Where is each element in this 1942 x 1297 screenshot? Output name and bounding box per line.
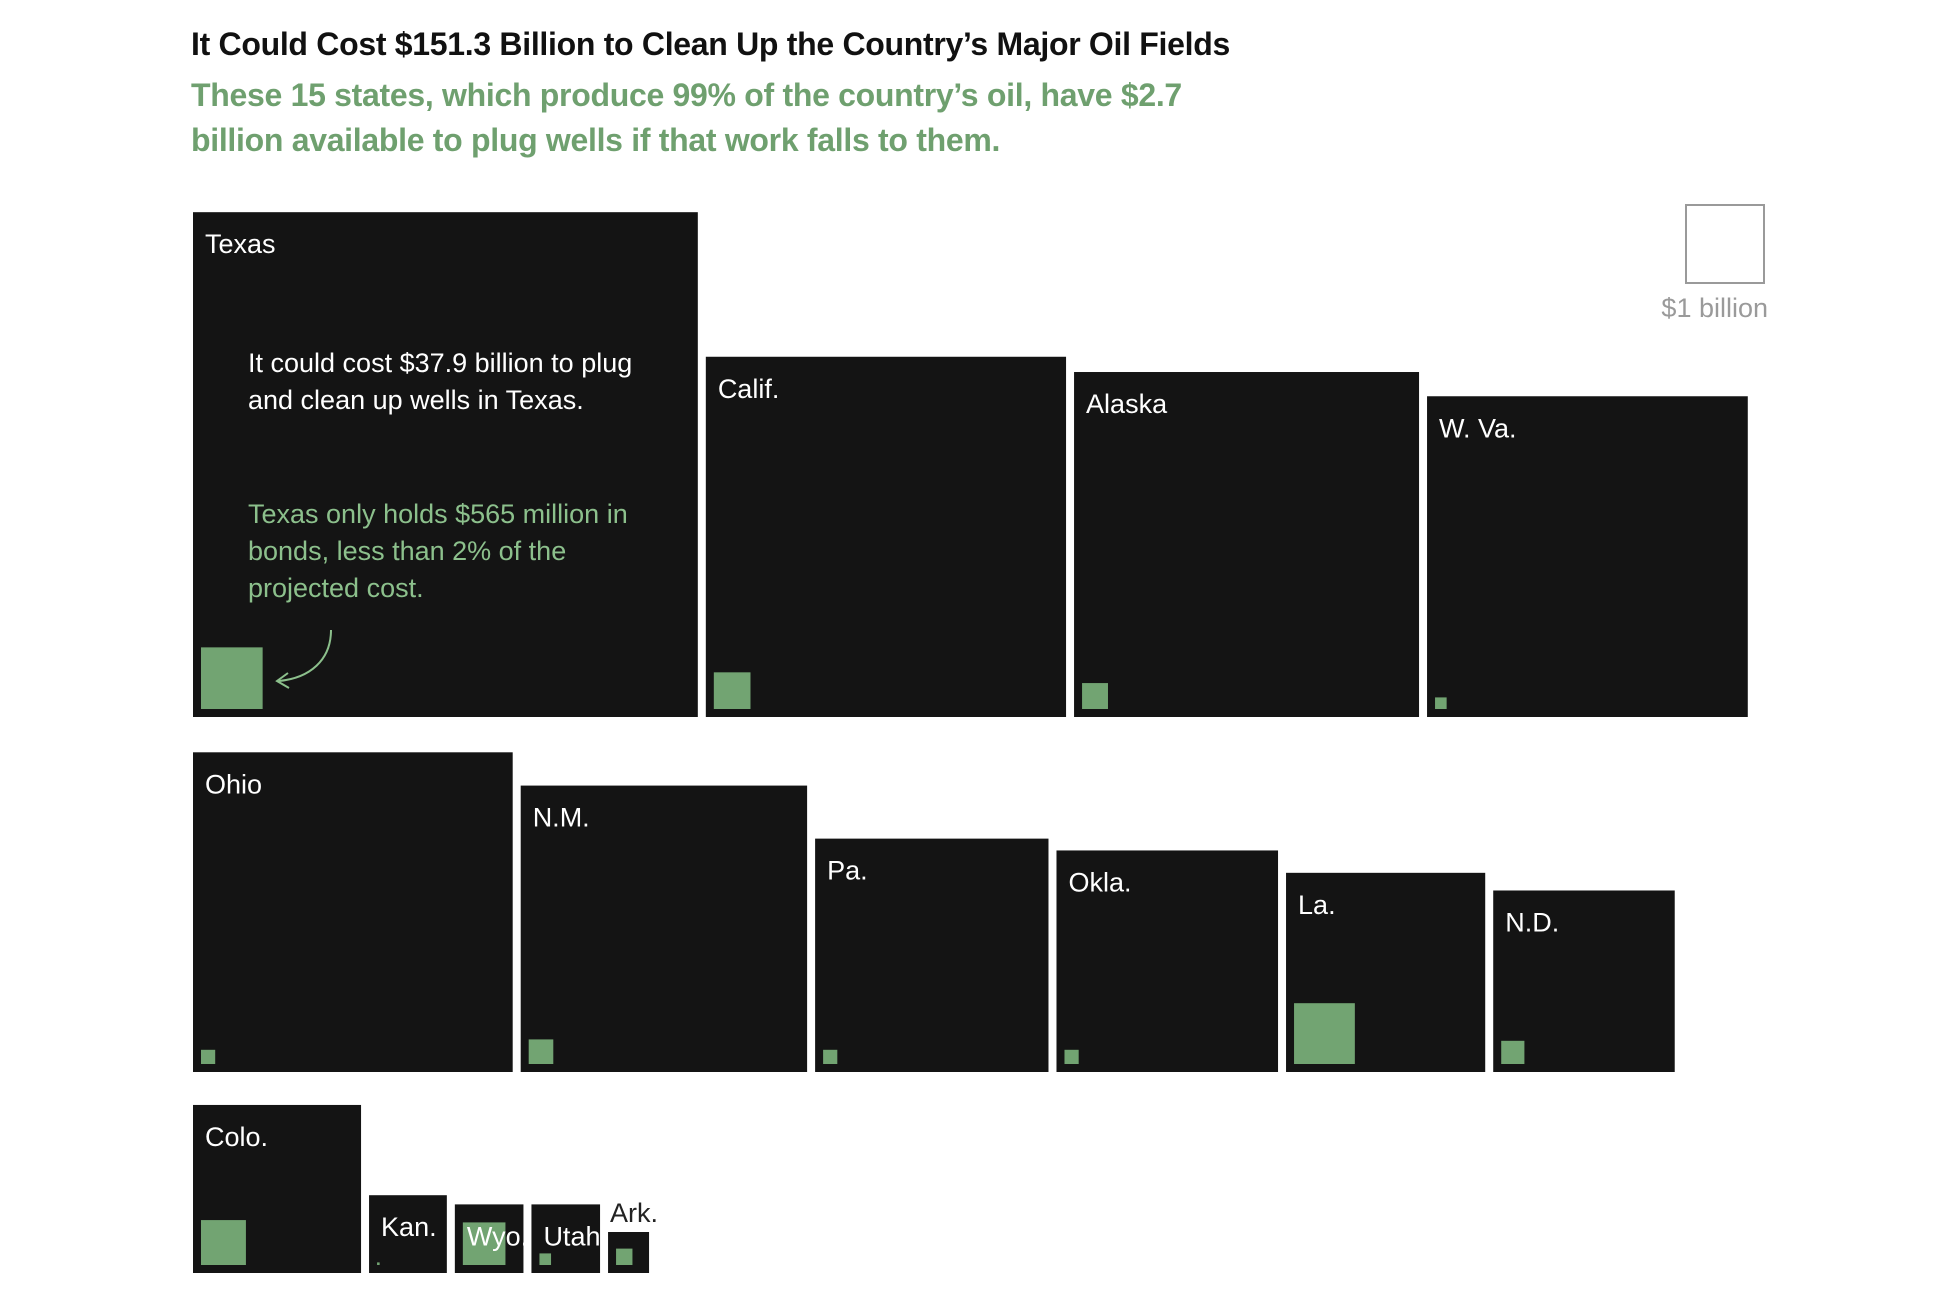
cost-square-kan (369, 1195, 447, 1273)
bond-square-la (1294, 1003, 1355, 1064)
annotation-arrowhead (275, 672, 290, 689)
bond-square-utah (539, 1253, 552, 1265)
texas-cost-annotation: It could cost $37.9 billion to plug and … (248, 348, 633, 415)
cost-square-ohio (193, 752, 513, 1072)
state-label-la: La. (1298, 890, 1336, 920)
bond-square-kan (377, 1262, 380, 1265)
bond-square-alaska (1082, 683, 1108, 709)
bond-square-calif (713, 672, 751, 709)
cost-square-w-va (1427, 396, 1748, 717)
state-label-kan: Kan. (381, 1212, 437, 1242)
bond-square-n-d (1501, 1040, 1525, 1064)
bond-square-w-va (1435, 697, 1447, 709)
bond-square-colo (201, 1220, 246, 1265)
state-label-wyo: Wyo. (467, 1221, 528, 1251)
state-label-n-m: N.M. (533, 803, 590, 833)
bond-square-ark (616, 1248, 633, 1265)
annotation-arrow (278, 629, 332, 682)
state-label-w-va: W. Va. (1439, 413, 1517, 443)
cost-square-pa (815, 838, 1049, 1072)
state-label-okla: Okla. (1068, 867, 1131, 897)
state-label-texas: Texas (205, 229, 276, 259)
legend-square (1685, 204, 1765, 284)
chart-subtitle: These 15 states, which produce 99% of th… (191, 77, 1182, 158)
bond-square-wyo (462, 1222, 506, 1265)
state-label-ohio: Ohio (205, 769, 262, 799)
state-label-calif: Calif. (718, 374, 780, 404)
state-label-n-d: N.D. (1505, 907, 1559, 937)
cost-square-calif (705, 356, 1067, 717)
bond-square-ohio (201, 1049, 216, 1064)
state-label-alaska: Alaska (1086, 389, 1168, 419)
texas-bonds-annotation: Texas only holds $565 million in bonds, … (248, 499, 628, 603)
bond-square-pa (823, 1049, 838, 1064)
state-label-utah: Utah (543, 1221, 600, 1251)
cost-square-okla (1056, 850, 1279, 1072)
state-label-ark: Ark. (610, 1198, 658, 1228)
bond-square-okla (1064, 1049, 1079, 1064)
state-label-colo: Colo. (205, 1122, 268, 1152)
bond-square-texas (201, 647, 263, 709)
legend-label: $1 billion (1661, 293, 1768, 323)
bond-square-n-m (528, 1039, 554, 1064)
cost-square-texas (193, 212, 698, 717)
state-label-pa: Pa. (827, 856, 868, 886)
cost-square-alaska (1074, 372, 1420, 717)
cost-square-n-m (520, 785, 808, 1072)
chart-title: It Could Cost $151.3 Billion to Clean Up… (191, 26, 1230, 62)
